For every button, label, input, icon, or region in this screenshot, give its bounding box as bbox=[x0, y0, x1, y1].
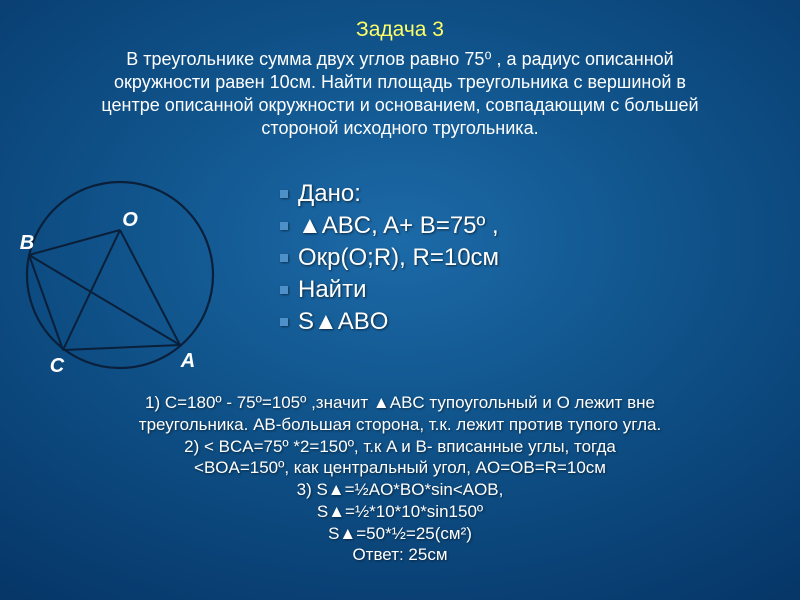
svg-text:O: O bbox=[122, 209, 138, 231]
list-text: S▲ABO bbox=[298, 308, 388, 336]
svg-text:B: B bbox=[20, 232, 34, 254]
list-text: ▲ABC, A+ B=75º , bbox=[298, 212, 499, 240]
slide-title: Задача 3 bbox=[0, 18, 800, 42]
list-item: Дано: bbox=[280, 180, 780, 208]
solution-line: 2) < BCA=75º *2=150º, т.к A и B- вписанн… bbox=[184, 437, 616, 456]
problem-line: окружности равен 10см. Найти площадь тре… bbox=[114, 72, 686, 92]
solution-line: треугольника. AB-большая сторона, т.к. л… bbox=[139, 415, 661, 434]
bullet-icon bbox=[280, 318, 288, 326]
svg-text:C: C bbox=[50, 355, 65, 375]
bullet-icon bbox=[280, 190, 288, 198]
solution-line: Ответ: 25см bbox=[352, 545, 447, 564]
solution-line: 3) S▲=½AO*BO*sin<AOB, bbox=[297, 480, 504, 499]
list-text: Дано: bbox=[298, 180, 361, 208]
bullet-icon bbox=[280, 286, 288, 294]
title-block: Задача 3 В треугольнике сумма двух углов… bbox=[0, 18, 800, 140]
problem-line: центре описанной окружности и основанием… bbox=[101, 95, 698, 115]
solution-line: <BOA=150º, как центральный угол, AO=OB=R… bbox=[194, 458, 606, 477]
list-item: ▲ABC, A+ B=75º , bbox=[280, 212, 780, 240]
list-text: Окр(O;R), R=10см bbox=[298, 244, 499, 272]
list-text: Найти bbox=[298, 276, 366, 304]
bullet-icon bbox=[280, 222, 288, 230]
bullet-icon bbox=[280, 254, 288, 262]
given-list: Дано: ▲ABC, A+ B=75º , Окр(O;R), R=10см … bbox=[280, 176, 780, 340]
list-item: S▲ABO bbox=[280, 308, 780, 336]
list-item: Найти bbox=[280, 276, 780, 304]
solution-line: S▲=½*10*10*sin150º bbox=[317, 502, 483, 521]
problem-line: стороной исходного тругольника. bbox=[261, 118, 538, 138]
svg-text:A: A bbox=[180, 350, 195, 372]
geometry-diagram: A B C O bbox=[15, 175, 235, 375]
solution-line: 1) C=180º - 75º=105º ,значит ▲ABC тупоуг… bbox=[145, 393, 655, 412]
solution-block: 1) C=180º - 75º=105º ,значит ▲ABC тупоуг… bbox=[0, 392, 800, 566]
solution-line: S▲=50*½=25(см²) bbox=[328, 524, 472, 543]
list-item: Окр(O;R), R=10см bbox=[280, 244, 780, 272]
problem-statement: В треугольнике сумма двух углов равно 75… bbox=[0, 42, 800, 140]
problem-line: В треугольнике сумма двух углов равно 75… bbox=[126, 49, 673, 69]
